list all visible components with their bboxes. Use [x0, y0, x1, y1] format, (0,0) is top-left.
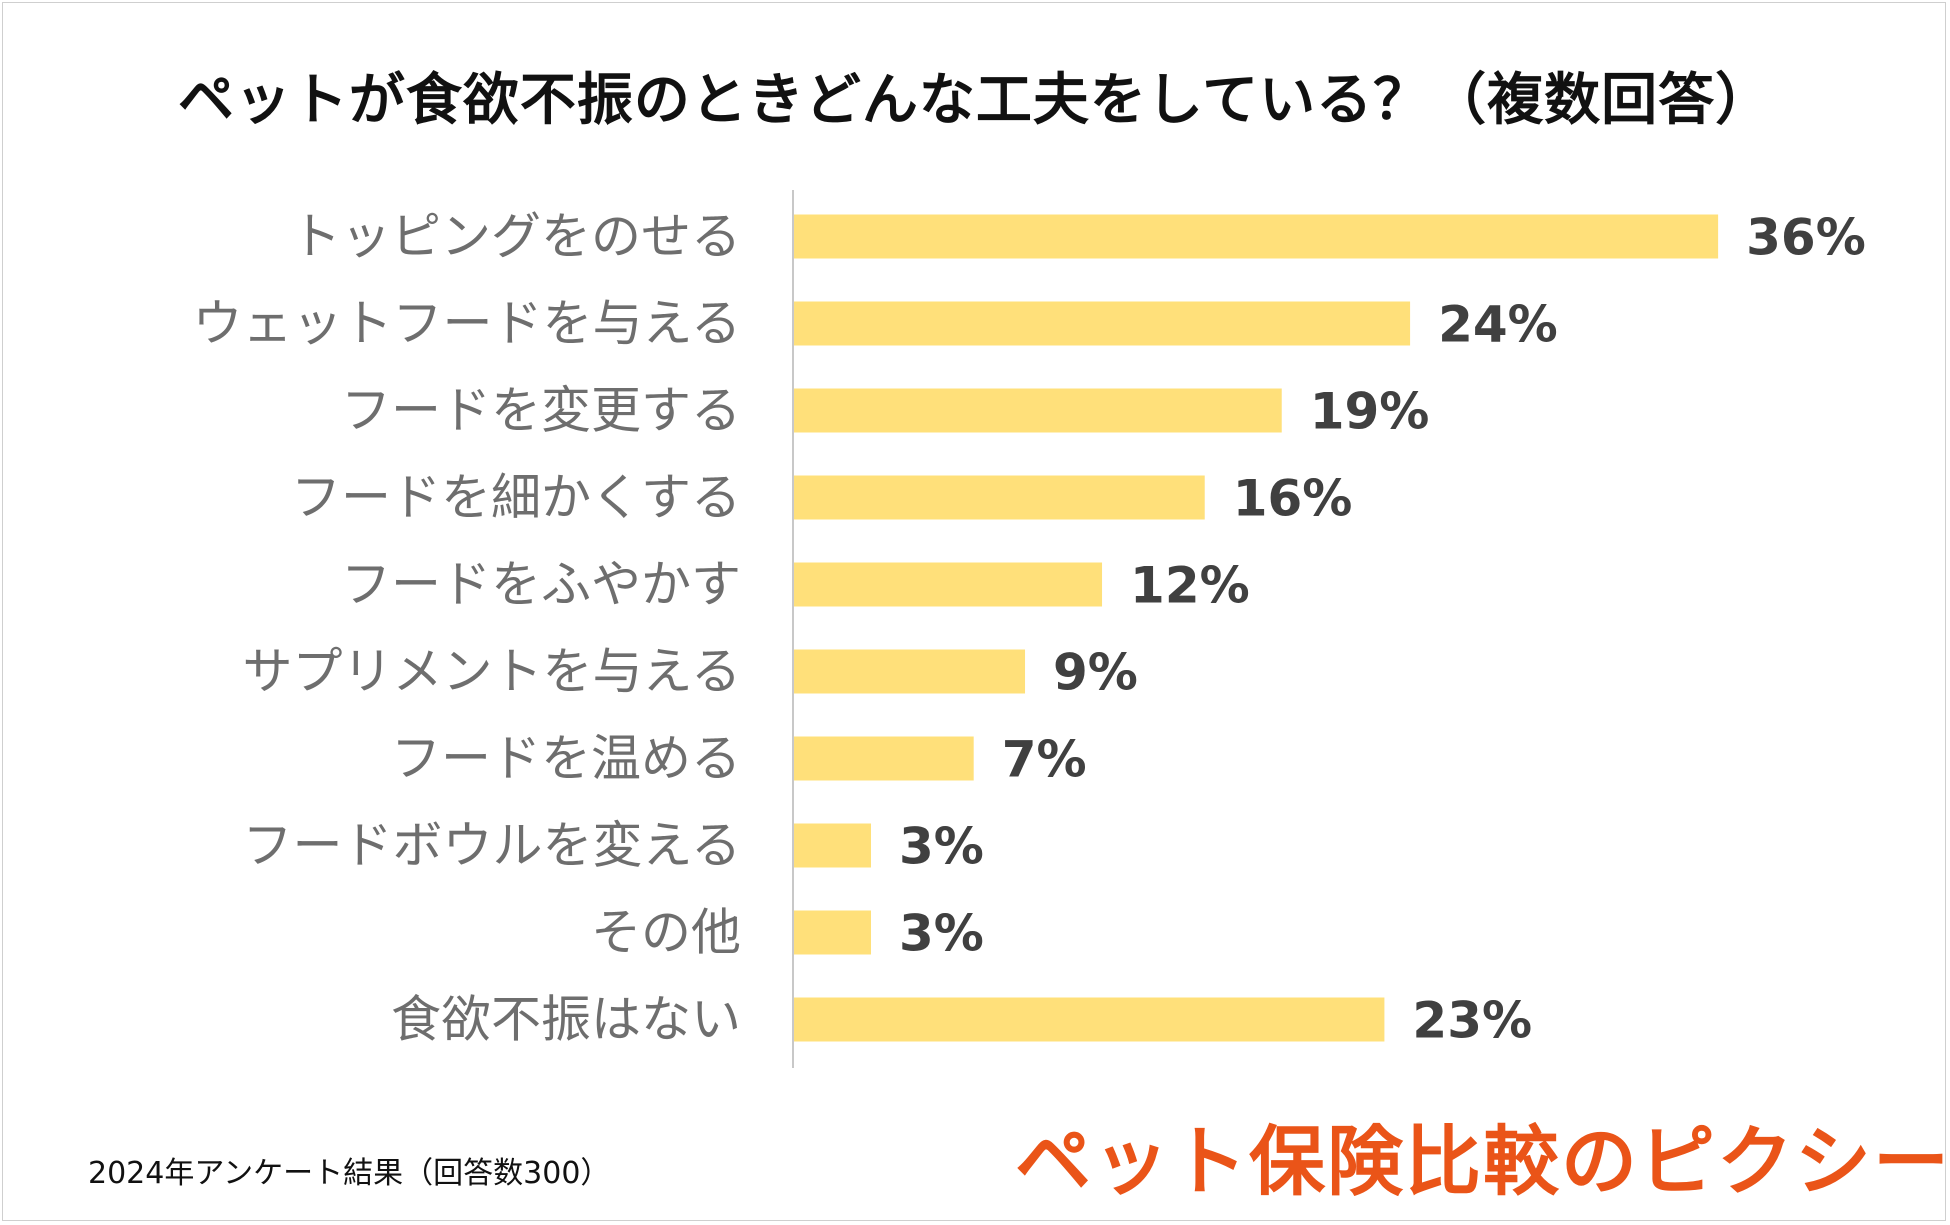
category-label: フードを変更する [341, 382, 741, 440]
brand-logo-text: ペット保険比較のピクシー [1015, 1117, 1950, 1206]
value-label: 36% [1746, 209, 1866, 267]
value-label: 24% [1438, 296, 1558, 354]
category-label: フードを温める [391, 730, 741, 788]
value-label: 3% [899, 905, 984, 963]
category-label: トッピングをのせる [291, 208, 741, 266]
bar [794, 823, 872, 868]
category-label: フードを細かくする [291, 469, 741, 527]
value-label: 9% [1053, 644, 1138, 702]
category-label: サプリメントを与える [243, 643, 742, 701]
value-label: 3% [899, 818, 984, 876]
survey-footnote: 2024年アンケート結果（回答数300） [88, 1156, 611, 1191]
value-label: 16% [1233, 470, 1353, 528]
bar [794, 301, 1411, 346]
category-label: ウェットフードを与える [193, 295, 742, 353]
bar [794, 388, 1282, 433]
bar [794, 562, 1103, 607]
bar [794, 649, 1026, 694]
bar [794, 910, 872, 955]
value-label: 12% [1130, 557, 1250, 615]
value-label: 7% [1002, 731, 1087, 789]
bar [794, 475, 1205, 520]
category-label: その他 [591, 904, 741, 962]
category-label: フードボウルを変える [243, 817, 742, 875]
category-label: 食欲不振はない [391, 991, 741, 1049]
chart-title: ペットが食欲不振のときどんな工夫をしている？（複数回答） [177, 68, 1773, 133]
bar [794, 997, 1385, 1042]
bar [794, 736, 974, 781]
value-label: 23% [1412, 992, 1532, 1050]
bar [794, 214, 1719, 259]
value-label: 19% [1310, 383, 1430, 441]
category-label: フードをふやかす [341, 556, 741, 614]
